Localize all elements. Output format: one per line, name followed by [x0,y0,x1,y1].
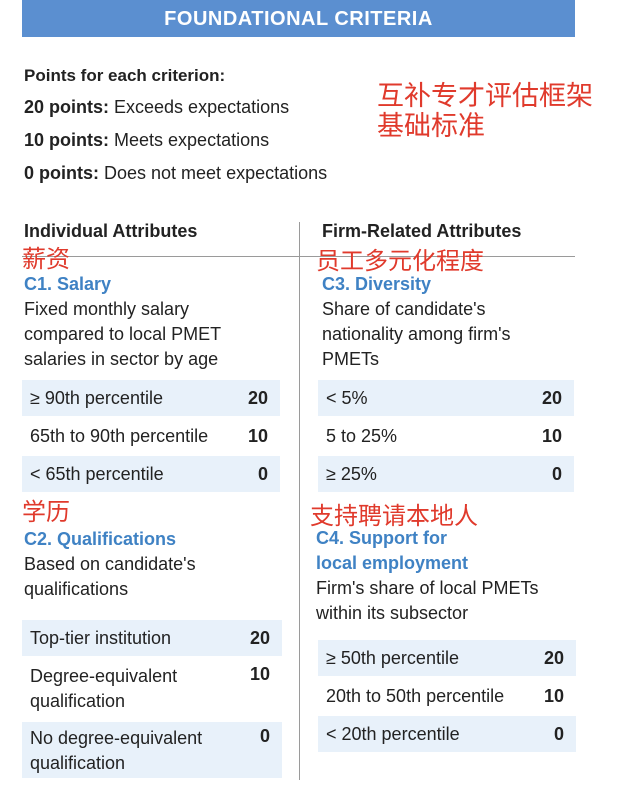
row-label: ≥ 50th percentile [326,647,459,668]
row-label: Top-tier institution [30,627,172,648]
left-column-header: Individual Attributes [24,221,198,241]
c4-chinese-label: 支持聘请本地人 [310,502,478,530]
c1-title: C1. Salary [24,274,112,294]
points-line: 0 points: Does not meet expectations [24,163,327,184]
c2-row: Top-tier institution 20 [22,620,282,656]
row-label: No degree-equivalent qualification [30,728,203,773]
c2-chinese-label: 学历 [22,498,70,526]
c4-description: Firm's share of local PMETs within its su… [316,578,539,623]
c2-description: Based on candidate's qualifications [24,554,196,599]
row-points: 0 [551,463,562,484]
row-points: 10 [543,685,564,706]
row-points: 0 [259,726,270,746]
c3-title: C3. Diversity [322,274,432,294]
points-line: 10 points: Meets expectations [24,130,269,151]
c4-row: < 20th percentile 0 [318,716,576,752]
c3-row: < 5% 20 [318,380,574,416]
c3-row: 5 to 25% 10 [318,418,574,454]
column-divider [299,222,300,780]
row-label: < 20th percentile [326,723,460,744]
c3-description: Share of candidate's nationality among fi… [322,299,511,369]
c4-row: 20th to 50th percentile 10 [318,678,576,714]
row-points: 20 [247,387,268,408]
row-label: Degree-equivalent qualification [30,666,178,711]
header-divider [22,256,575,257]
row-points: 20 [541,387,562,408]
row-label: 5 to 25% [326,425,398,446]
c1-description: Fixed monthly salary compared to local PM… [24,299,222,369]
row-points: 0 [553,723,564,744]
points-desc: Meets expectations [109,130,270,150]
c3-row: ≥ 25% 0 [318,456,574,492]
row-points: 10 [541,425,562,446]
c1-chinese-label: 薪资 [22,245,70,273]
points-heading: Points for each criterion: [24,66,226,85]
points-desc: Does not meet expectations [99,163,328,183]
row-label: < 65th percentile [30,463,164,484]
c4-title: C4. Support for local employment [316,528,469,573]
right-column-header: Firm-Related Attributes [322,221,522,241]
points-line: 20 points: Exceeds expectations [24,97,289,118]
row-points: 10 [247,425,268,446]
c1-row: ≥ 90th percentile 20 [22,380,280,416]
points-value: 10 points: [24,130,110,150]
row-label: < 5% [326,387,368,408]
points-value: 20 points: [24,97,110,117]
chinese-title-line1: 互补专才评估框架 [377,81,593,112]
points-desc: Exceeds expectations [109,97,290,117]
banner: FOUNDATIONAL CRITERIA [22,0,575,37]
points-value: 0 points: [24,163,99,183]
row-label: ≥ 25% [326,463,377,484]
row-label: ≥ 90th percentile [30,387,163,408]
row-label: 65th to 90th percentile [30,425,209,446]
c1-row: < 65th percentile 0 [22,456,280,492]
c2-row: Degree-equivalent qualification 10 [22,660,282,716]
c2-row: No degree-equivalent qualification 0 [22,722,282,778]
c3-chinese-label: 员工多元化程度 [316,247,484,275]
row-points: 20 [249,627,270,648]
row-points: 10 [249,664,270,684]
c2-title: C2. Qualifications [24,529,177,549]
c4-row: ≥ 50th percentile 20 [318,640,576,676]
row-points: 20 [543,647,564,668]
chinese-title-line2: 基础标准 [377,111,485,142]
c1-row: 65th to 90th percentile 10 [22,418,280,454]
row-points: 0 [257,463,268,484]
row-label: 20th to 50th percentile [326,685,505,706]
